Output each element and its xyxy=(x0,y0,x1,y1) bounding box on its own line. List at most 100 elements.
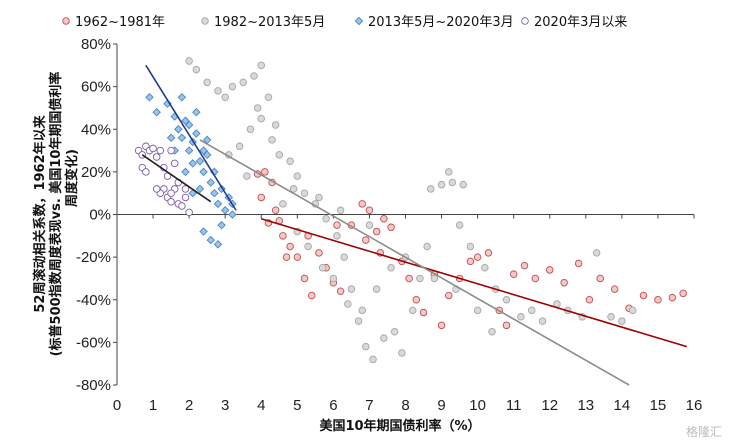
x-tick-label: 1 xyxy=(149,397,157,414)
x-tick-label: 14 xyxy=(614,397,631,414)
data-point xyxy=(213,199,223,209)
data-point xyxy=(459,180,467,189)
data-point xyxy=(448,178,457,187)
y-axis-title-line-3: 周度变化) xyxy=(64,149,80,207)
series-4 xyxy=(134,142,193,217)
data-point xyxy=(156,146,165,155)
data-point xyxy=(279,200,287,208)
x-tick-label: 12 xyxy=(541,397,558,414)
data-point xyxy=(261,168,269,176)
data-point xyxy=(336,206,345,214)
data-marks xyxy=(134,57,687,364)
legend-label: 2013年5月~2020年3月 xyxy=(368,15,514,30)
data-point xyxy=(170,159,179,168)
data-point xyxy=(282,253,291,261)
data-point xyxy=(455,221,464,229)
data-point xyxy=(195,156,205,166)
data-point xyxy=(246,125,255,133)
data-point xyxy=(520,261,529,270)
data-point xyxy=(181,193,190,202)
data-point xyxy=(167,189,175,197)
legend-marker xyxy=(201,17,209,25)
data-point xyxy=(372,227,381,236)
data-point xyxy=(596,274,604,283)
data-point xyxy=(445,168,453,176)
data-point xyxy=(167,146,175,155)
data-point xyxy=(300,274,309,283)
data-point xyxy=(362,236,370,244)
trendlines xyxy=(141,64,688,386)
data-point xyxy=(574,259,583,268)
data-point xyxy=(527,306,536,315)
data-point xyxy=(192,65,201,74)
data-point xyxy=(340,253,348,261)
data-point xyxy=(199,167,208,177)
data-point xyxy=(473,306,482,315)
data-point xyxy=(592,249,601,257)
data-point xyxy=(177,133,187,143)
data-point xyxy=(365,221,374,229)
data-point xyxy=(188,159,197,168)
data-point xyxy=(387,264,395,272)
data-point xyxy=(416,274,424,283)
data-point xyxy=(184,146,194,155)
data-point xyxy=(639,291,648,300)
data-point xyxy=(195,184,205,194)
data-point xyxy=(679,289,687,298)
data-point xyxy=(372,285,381,293)
x-tick-label: 13 xyxy=(577,397,594,414)
data-point xyxy=(354,317,363,325)
y-tick-label: -40% xyxy=(76,292,111,309)
data-point xyxy=(336,287,345,295)
data-point xyxy=(610,285,619,293)
data-point xyxy=(329,274,338,283)
data-point xyxy=(206,235,215,245)
data-point xyxy=(300,189,309,197)
series-2 xyxy=(185,57,637,364)
data-point xyxy=(228,210,237,219)
x-tick-group: 0 1 2 3 4 5 6 7 8 9 10 11 12 13 14 15 16 xyxy=(113,214,703,414)
legend-label: 2020年3月以来 xyxy=(534,15,627,30)
x-tick-label: 15 xyxy=(650,397,667,414)
data-point xyxy=(181,167,190,177)
data-point xyxy=(220,206,230,215)
data-point xyxy=(466,242,475,251)
data-point xyxy=(333,232,341,240)
y-axis-title-line-1: 52周滚动相关系数，1962年以来 xyxy=(32,114,48,312)
legend-item: 1982~2013年5月 xyxy=(201,15,325,30)
data-point xyxy=(142,168,150,176)
data-point xyxy=(430,274,439,283)
data-point xyxy=(546,266,554,274)
data-point xyxy=(268,136,276,144)
data-point xyxy=(206,178,215,187)
x-tick-label: 6 xyxy=(329,397,337,414)
data-point xyxy=(484,249,493,257)
y-tick-label: 80% xyxy=(81,36,111,53)
data-point xyxy=(192,107,201,117)
data-point xyxy=(531,274,540,283)
y-tick-label: 40% xyxy=(81,121,111,138)
trendline xyxy=(145,64,237,211)
x-tick-label: 11 xyxy=(506,397,522,414)
data-point xyxy=(174,125,183,134)
data-point xyxy=(239,78,247,87)
data-point xyxy=(257,114,266,123)
data-point xyxy=(362,342,370,351)
data-point xyxy=(390,327,399,336)
data-point xyxy=(412,296,421,304)
data-point xyxy=(502,296,511,304)
y-tick-label: -60% xyxy=(76,334,111,351)
data-point xyxy=(387,223,395,232)
trendline xyxy=(199,139,630,386)
y-tick-label: 60% xyxy=(81,79,111,96)
data-point xyxy=(293,172,302,180)
data-point xyxy=(286,157,294,165)
y-tick-label: -20% xyxy=(76,249,111,266)
y-tick-group: -80% -60% -40% -20% 0% 20% 40% 60% 80% xyxy=(76,36,117,394)
data-point xyxy=(426,185,435,193)
data-point xyxy=(437,321,446,330)
x-tick-label: 16 xyxy=(686,397,703,414)
data-point xyxy=(178,202,186,210)
data-point xyxy=(365,206,374,214)
